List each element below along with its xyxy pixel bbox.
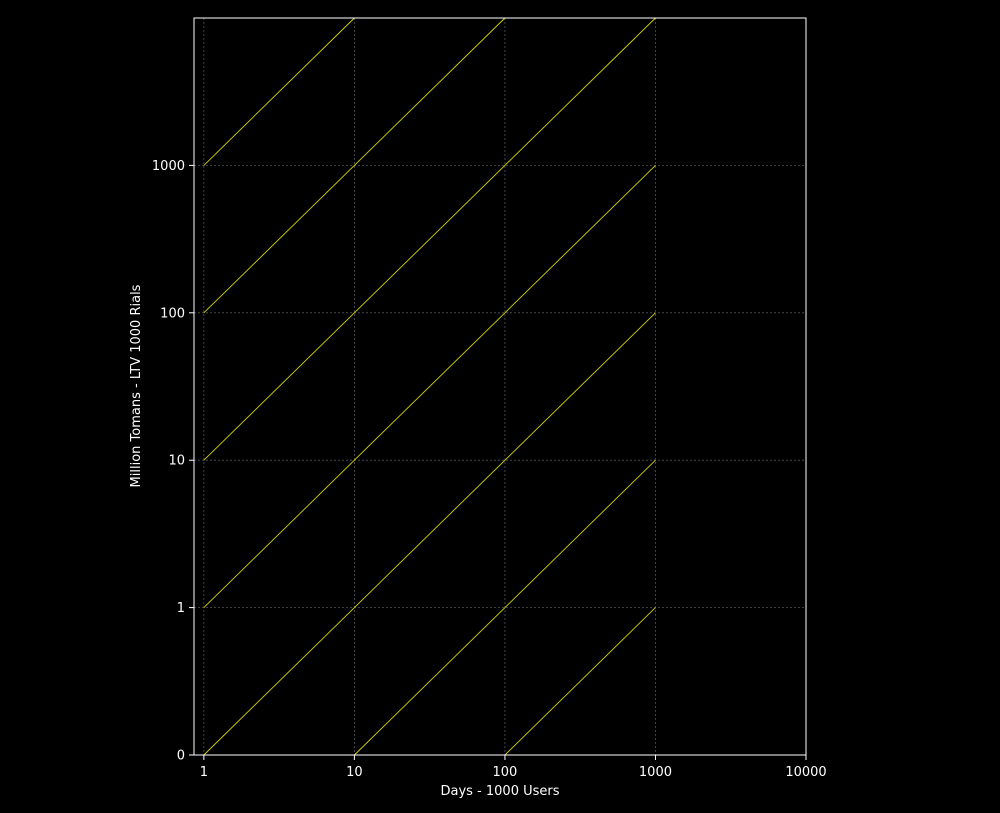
y-axis-ticks: 0 1 10 100 1000 bbox=[152, 159, 194, 764]
x-tick-label: 10000 bbox=[785, 765, 826, 780]
series-line-3 bbox=[203, 17, 656, 461]
series-line-2 bbox=[203, 17, 506, 314]
y-tick-label: 1000 bbox=[152, 159, 185, 174]
plot-frame bbox=[193, 17, 807, 756]
series-line-5 bbox=[203, 312, 656, 756]
x-tick-label: 1 bbox=[200, 765, 208, 780]
x-tick-label: 100 bbox=[493, 765, 518, 780]
y-tick-label: 1 bbox=[177, 601, 185, 616]
y-tick-label: 0 bbox=[177, 749, 185, 764]
x-tick-label: 10 bbox=[346, 765, 363, 780]
y-tick-label: 100 bbox=[160, 306, 185, 321]
x-axis-ticks: 1 10 100 1000 10000 bbox=[200, 755, 827, 780]
y-tick-label: 10 bbox=[168, 454, 185, 469]
series-line-7 bbox=[504, 607, 656, 756]
x-tick-label: 1000 bbox=[639, 765, 672, 780]
series-line-4 bbox=[203, 165, 656, 608]
x-axis-label: Days - 1000 Users bbox=[440, 784, 559, 799]
y-axis-label: Million Tomans - LTV 1000 Rials bbox=[129, 284, 144, 487]
series-group bbox=[203, 17, 656, 756]
grid bbox=[194, 18, 807, 756]
series-line-1 bbox=[203, 17, 355, 166]
series-line-6 bbox=[354, 459, 656, 756]
